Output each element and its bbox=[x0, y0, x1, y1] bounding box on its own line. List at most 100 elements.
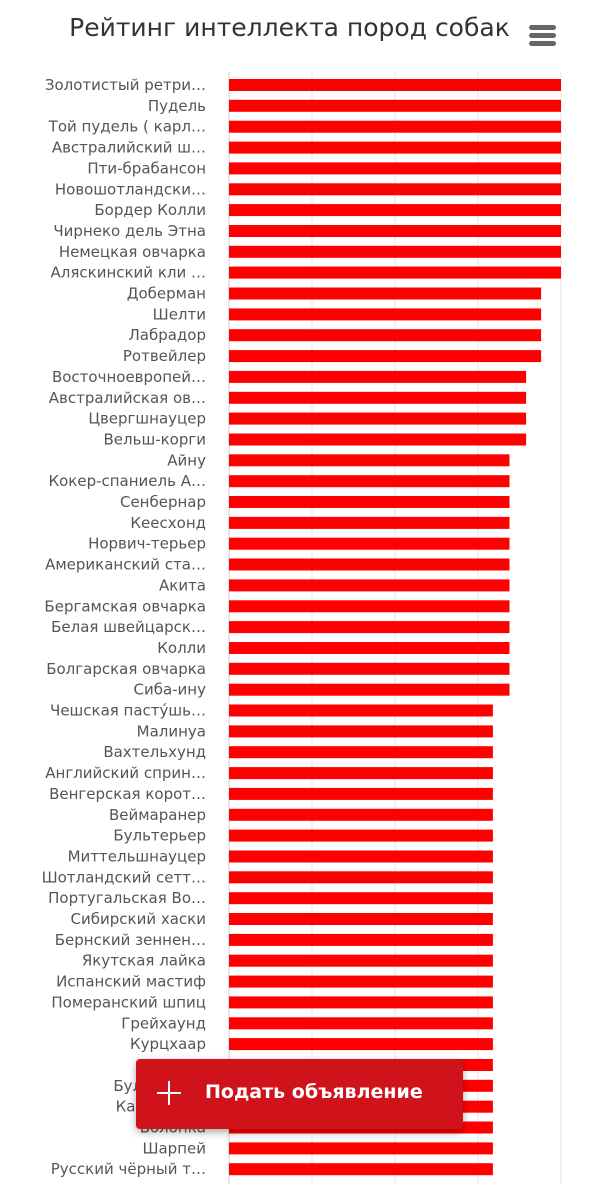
category-label: Грейхаунд bbox=[121, 1014, 206, 1032]
category-label: Русский чёрный т… bbox=[51, 1160, 206, 1178]
category-label: Австралийский ш… bbox=[52, 139, 206, 157]
category-label: Вельш-корги bbox=[104, 431, 206, 449]
category-label: Курцхаар bbox=[130, 1035, 206, 1053]
category-label: Ротвейлер bbox=[123, 347, 206, 365]
category-label: Кеесхонд bbox=[130, 514, 206, 532]
bar[interactable] bbox=[229, 245, 561, 258]
category-label: Той пудель ( карл… bbox=[48, 118, 206, 136]
bar[interactable] bbox=[229, 79, 561, 91]
category-label: Норвич-терьер bbox=[88, 535, 206, 553]
bar[interactable] bbox=[229, 725, 493, 738]
category-label: Бордер Колли bbox=[94, 201, 206, 219]
bar[interactable] bbox=[229, 662, 510, 675]
bar[interactable] bbox=[229, 350, 542, 363]
category-label: Бультерьер bbox=[113, 827, 206, 845]
category-labels: Золотистый ретри… Пудель Той пудель ( карл… bbox=[42, 76, 207, 1178]
bar[interactable] bbox=[229, 642, 510, 654]
bar[interactable] bbox=[229, 162, 561, 175]
category-label: Австралийская ов… bbox=[49, 389, 206, 407]
bar[interactable] bbox=[229, 412, 527, 425]
category-label: Шотландский сетт… bbox=[42, 868, 206, 886]
category-label: Чирнеко дель Этна bbox=[53, 222, 206, 240]
category-label: Золотистый ретри… bbox=[45, 76, 206, 94]
category-label: Немецкая овчарка bbox=[59, 243, 206, 261]
bar[interactable] bbox=[229, 496, 510, 508]
bar[interactable] bbox=[229, 1142, 493, 1155]
bar[interactable] bbox=[229, 829, 493, 842]
post-ad-button-label: Подать объявление bbox=[205, 1081, 423, 1103]
bar[interactable] bbox=[229, 329, 542, 342]
category-label: Чешская пасту́шь… bbox=[50, 702, 206, 720]
category-label: Аляскинский кли … bbox=[51, 264, 206, 282]
category-label: Испанский мастиф bbox=[56, 973, 206, 991]
bar[interactable] bbox=[229, 454, 510, 467]
bar[interactable] bbox=[229, 475, 510, 488]
bar[interactable] bbox=[229, 808, 493, 821]
category-label: Веймаранер bbox=[109, 806, 206, 824]
menu-line bbox=[529, 33, 556, 38]
bar[interactable] bbox=[229, 537, 510, 550]
bar[interactable] bbox=[229, 933, 493, 946]
category-label: Пти-брабансон bbox=[87, 159, 206, 177]
bar[interactable] bbox=[229, 370, 527, 383]
category-label: Сенбернар bbox=[120, 493, 206, 511]
category-label: Цвергшнауцер bbox=[88, 410, 206, 428]
post-ad-button[interactable]: Подать объявление bbox=[136, 1059, 463, 1129]
bar[interactable] bbox=[229, 391, 527, 404]
category-label: Португальская Во… bbox=[48, 889, 206, 907]
bar[interactable] bbox=[229, 996, 493, 1009]
bar[interactable] bbox=[229, 516, 510, 529]
category-label: Якутская лайка bbox=[82, 952, 206, 970]
bar[interactable] bbox=[229, 287, 542, 300]
bar[interactable] bbox=[229, 850, 493, 863]
category-label: Английский сприн… bbox=[45, 764, 206, 782]
bar[interactable] bbox=[229, 871, 493, 884]
menu-line bbox=[529, 41, 556, 46]
bar[interactable] bbox=[229, 621, 510, 634]
bar[interactable] bbox=[229, 308, 542, 321]
bar[interactable] bbox=[229, 683, 510, 696]
category-label: Болгарская овчарка bbox=[46, 660, 206, 678]
category-label: Шелти bbox=[153, 305, 206, 323]
category-label: Сибирский хаски bbox=[71, 910, 206, 928]
plus-icon bbox=[157, 1081, 181, 1105]
category-label: Померанский шпиц bbox=[51, 993, 206, 1011]
category-label: Новошотландски… bbox=[55, 180, 206, 198]
bar[interactable] bbox=[229, 204, 561, 217]
bar[interactable] bbox=[229, 1163, 493, 1176]
bar[interactable] bbox=[229, 120, 561, 133]
bar[interactable] bbox=[229, 266, 561, 279]
bar[interactable] bbox=[229, 600, 510, 613]
bars bbox=[229, 79, 561, 1176]
bar[interactable] bbox=[229, 579, 510, 592]
category-label: Акита bbox=[159, 576, 206, 594]
bar[interactable] bbox=[229, 892, 493, 905]
category-label: Белая швейцарск… bbox=[51, 618, 206, 636]
category-label: Малинуа bbox=[137, 722, 206, 740]
bar[interactable] bbox=[229, 141, 561, 154]
bar[interactable] bbox=[229, 767, 493, 780]
category-label: Бернский зеннен… bbox=[55, 931, 206, 949]
bar[interactable] bbox=[229, 704, 493, 717]
bar[interactable] bbox=[229, 99, 561, 112]
bar[interactable] bbox=[229, 1017, 493, 1030]
category-label: Шарпей bbox=[142, 1139, 206, 1157]
bar[interactable] bbox=[229, 954, 493, 967]
category-label: Миттельшнауцер bbox=[68, 848, 206, 866]
category-label: Восточноевропей… bbox=[52, 368, 206, 386]
category-label: Американский ста… bbox=[45, 556, 206, 574]
bottom-edge bbox=[0, 1184, 599, 1200]
bar[interactable] bbox=[229, 975, 493, 988]
category-label: Сиба-ину bbox=[133, 681, 206, 699]
bar[interactable] bbox=[229, 558, 510, 571]
bar[interactable] bbox=[229, 1038, 493, 1051]
bar[interactable] bbox=[229, 225, 561, 237]
bar[interactable] bbox=[229, 433, 527, 446]
bar[interactable] bbox=[229, 913, 493, 925]
bar[interactable] bbox=[229, 787, 493, 800]
bar[interactable] bbox=[229, 183, 561, 196]
bar[interactable] bbox=[229, 746, 493, 759]
hamburger-menu-icon[interactable] bbox=[529, 25, 556, 46]
category-label: Доберман bbox=[127, 285, 206, 303]
